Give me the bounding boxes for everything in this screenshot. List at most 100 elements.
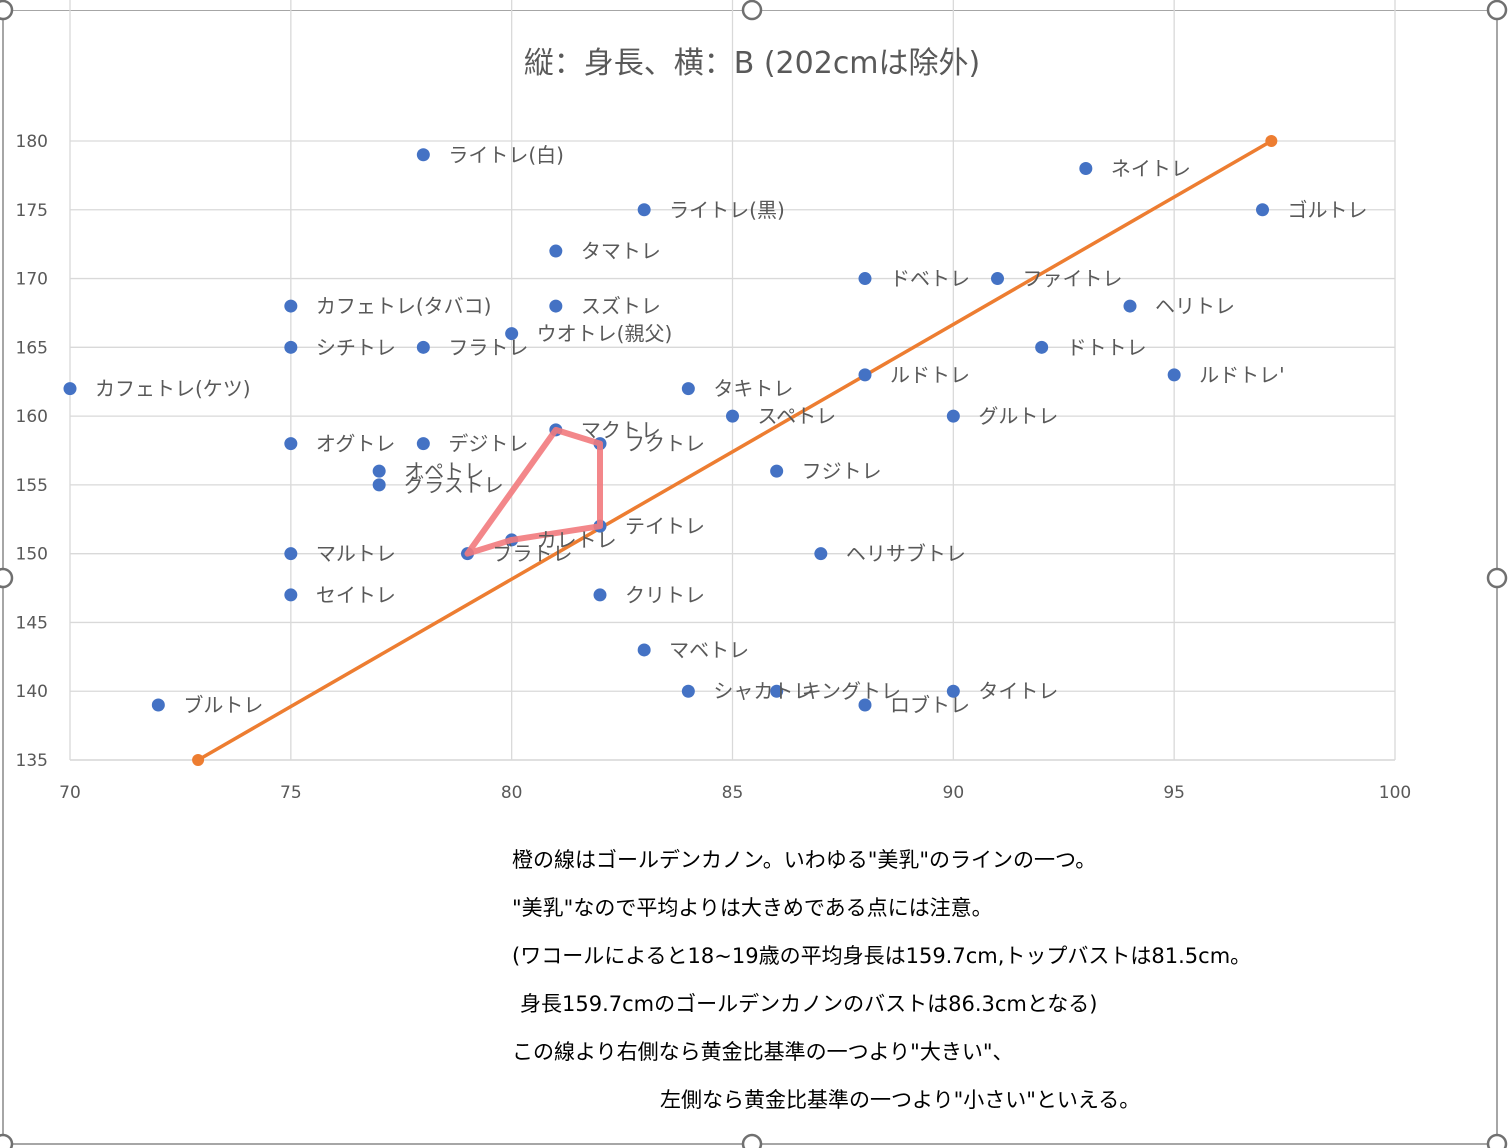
data-label: ドトトレ <box>1067 335 1147 359</box>
resize-handle[interactable] <box>0 1133 14 1148</box>
data-point <box>151 698 165 712</box>
data-point <box>770 684 784 698</box>
data-label: デジトレ <box>448 432 528 456</box>
chart-title: 縦：身長、横：B (202cmは除外) <box>524 46 981 81</box>
data-label: テイトレ <box>625 514 705 538</box>
data-label: カフェトレ(ケツ) <box>95 377 251 401</box>
data-label: カレトレ <box>537 528 617 552</box>
resize-handle[interactable] <box>1486 567 1508 589</box>
note-line-1: 橙の線はゴールデンカノン。いわゆる"美乳"のラインの一つ。 <box>512 848 1097 872</box>
data-label: シャカトレ <box>713 679 813 703</box>
x-tick-label: 80 <box>501 783 523 803</box>
data-point <box>63 382 77 396</box>
data-point <box>858 272 872 286</box>
data-point <box>858 368 872 382</box>
data-point <box>770 464 784 478</box>
golden-canon-line <box>192 135 1278 766</box>
data-point <box>372 464 386 478</box>
y-tick-label: 140 <box>16 682 48 702</box>
data-point <box>637 203 651 217</box>
data-label: ファイトレ <box>1023 267 1123 291</box>
y-tick-label: 160 <box>16 407 48 427</box>
data-label: ウオトレ(親父) <box>537 322 673 346</box>
data-point <box>637 643 651 657</box>
data-label: ヘリトレ <box>1155 294 1235 318</box>
data-point <box>284 437 298 451</box>
y-tick-label: 155 <box>16 476 48 496</box>
data-label: ライトレ(黒) <box>669 198 785 222</box>
note-line-3: (ワコールによると18~19歳の平均身長は159.7cm,トップバストは81.5… <box>512 944 1252 968</box>
data-label: タマトレ <box>581 239 661 263</box>
data-label: クリトレ <box>625 583 705 607</box>
note-line-2: "美乳"なので平均よりは大きめである点には注意。 <box>512 896 993 920</box>
y-tick-label: 145 <box>16 613 48 633</box>
data-point <box>814 547 828 561</box>
resize-handle[interactable] <box>0 0 14 21</box>
data-label: オペトレ <box>404 459 484 483</box>
data-point <box>1035 340 1049 354</box>
note-line-4: 身長159.7cmのゴールデンカノンのバストは86.3cmとなる) <box>520 992 1098 1016</box>
data-point <box>416 437 430 451</box>
x-tick-label: 100 <box>1379 783 1411 803</box>
data-label: タキトレ <box>713 377 793 401</box>
data-point <box>593 588 607 602</box>
y-tick-label: 165 <box>16 338 48 358</box>
data-label: ロブトレ <box>890 693 970 717</box>
data-label: ブラトレ <box>493 542 573 566</box>
golden-canon-endpoint <box>1265 135 1278 147</box>
data-label: カフェトレ(タバコ) <box>316 294 492 318</box>
x-tick-label: 85 <box>722 783 744 803</box>
data-label: ネイトレ <box>1111 157 1191 181</box>
data-point <box>284 588 298 602</box>
data-label: ブルトレ <box>183 693 263 717</box>
y-tick-label: 170 <box>16 270 48 290</box>
data-label: ヘリサブトレ <box>846 542 966 566</box>
data-point <box>1123 299 1137 313</box>
resize-handle[interactable] <box>1486 0 1508 21</box>
data-point <box>1167 368 1181 382</box>
data-label: フジトレ <box>802 459 882 483</box>
golden-canon-endpoint <box>192 754 205 766</box>
note-line-5: この線より右側なら黄金比基準の一つより"大きい"、 <box>512 1040 1014 1064</box>
data-point <box>505 327 519 341</box>
data-label: グルトレ <box>978 404 1058 428</box>
data-point <box>284 340 298 354</box>
resize-handle[interactable] <box>0 567 14 589</box>
data-point <box>416 148 430 162</box>
x-tick-label: 90 <box>943 783 965 803</box>
x-tick-label: 70 <box>59 783 81 803</box>
data-point <box>681 382 695 396</box>
resize-handle[interactable] <box>741 0 763 21</box>
data-point <box>284 547 298 561</box>
resize-handle[interactable] <box>741 1133 763 1148</box>
data-point <box>1079 162 1093 176</box>
notes-text: 橙の線はゴールデンカノン。いわゆる"美乳"のラインの一つ。 "美乳"なので平均よ… <box>512 836 1502 1124</box>
data-point <box>416 340 430 354</box>
data-label: グラストレ <box>404 473 504 497</box>
data-point <box>372 478 386 492</box>
data-label: タイトレ <box>978 679 1058 703</box>
x-tick-label: 75 <box>280 783 302 803</box>
data-label: マベトレ <box>669 638 749 662</box>
data-label: ルドトレ' <box>1199 363 1285 387</box>
data-point <box>549 299 563 313</box>
golden-canon-line-segment <box>197 139 1273 762</box>
data-label: オグトレ <box>316 432 396 456</box>
y-tick-label: 175 <box>16 201 48 221</box>
highlight-polygon <box>464 426 603 557</box>
y-tick-label: 135 <box>16 751 48 771</box>
note-line-6: 左側なら黄金比基準の一つより"小さい"といえる。 <box>660 1088 1141 1112</box>
data-point <box>946 684 960 698</box>
data-label: ルドトレ <box>890 363 970 387</box>
axis-ticks: 70 75 80 85 90 95 100 135 140 145 150 155 160 165 170 1… <box>16 132 1412 803</box>
data-label: ライトレ(白) <box>448 143 564 167</box>
resize-handle[interactable] <box>1486 1133 1508 1148</box>
data-label: フクトレ <box>625 432 705 456</box>
data-points <box>63 148 1269 712</box>
data-label: ゴルトレ <box>1288 198 1368 222</box>
highlight-outline <box>464 426 603 557</box>
